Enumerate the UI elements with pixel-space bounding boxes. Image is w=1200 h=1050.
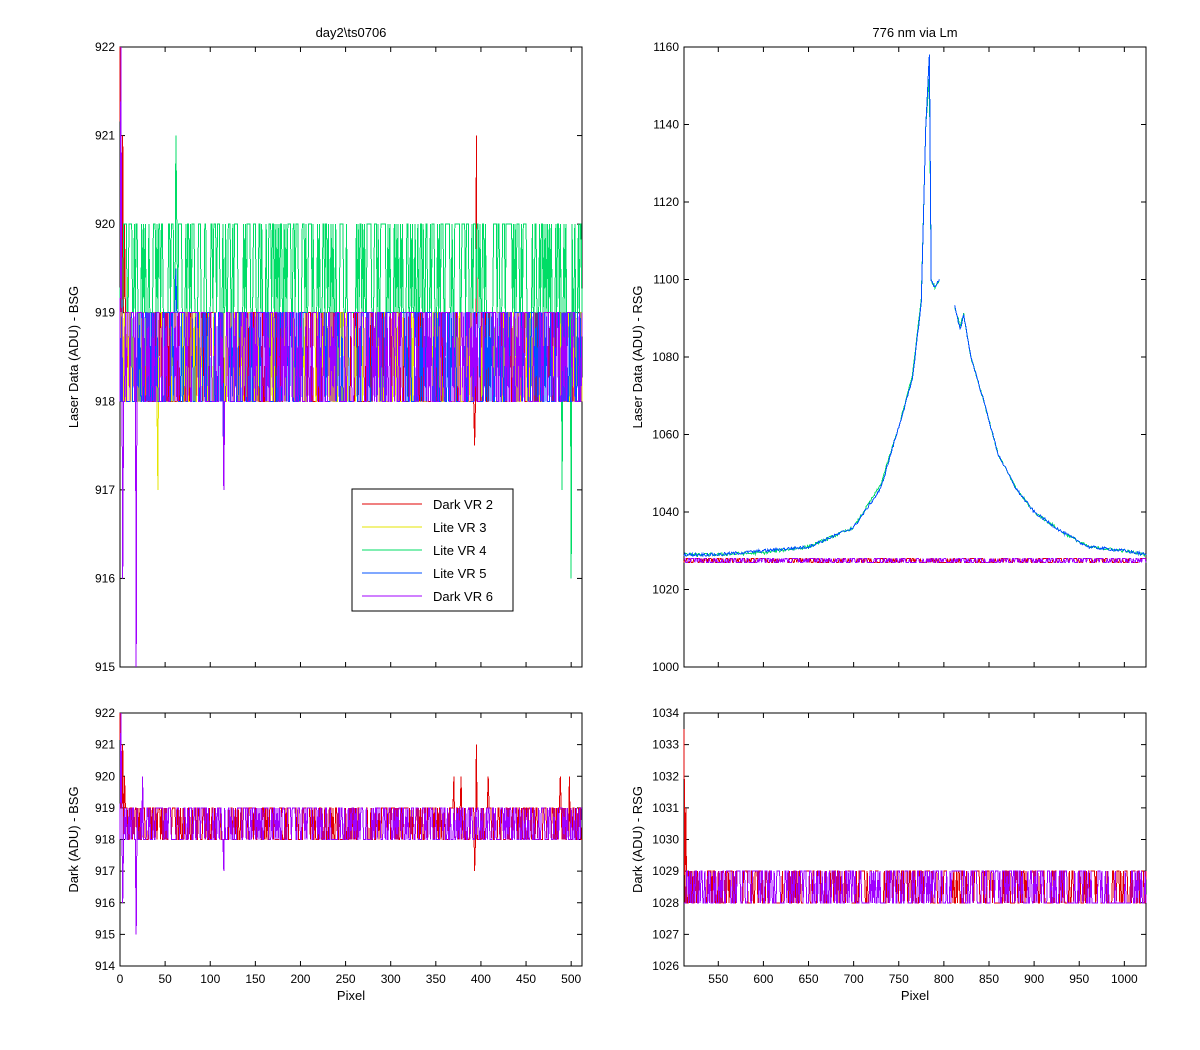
x-tick-label: 700 — [844, 972, 864, 986]
legend-label: Dark VR 6 — [433, 589, 493, 604]
x-tick-label: 0 — [117, 972, 124, 986]
y-tick-label: 917 — [95, 483, 115, 497]
series-lines — [683, 54, 1147, 563]
x-tick-label: 100 — [200, 972, 220, 986]
x-tick-label: 800 — [934, 972, 954, 986]
series-lines — [119, 46, 583, 668]
x-tick-label: 150 — [245, 972, 265, 986]
x-tick-label: 550 — [708, 972, 728, 986]
y-tick-label: 1033 — [652, 738, 679, 752]
series-line — [684, 558, 1147, 563]
y-tick-label: 1034 — [652, 706, 679, 720]
series-line — [683, 728, 1147, 904]
legend: Dark VR 2 Lite VR 3 Lite VR 4 Lite VR 5 Dark… — [351, 488, 514, 612]
y-tick-label: 1029 — [652, 864, 679, 878]
series-line — [954, 305, 1147, 556]
x-tick-label: 850 — [979, 972, 999, 986]
y-tick-label: 919 — [95, 801, 115, 815]
x-tick-label: 650 — [799, 972, 819, 986]
series-line — [683, 54, 940, 558]
ticks: 1000 1020 1040 1060 1080 1100 1120 1140 1160 — [652, 40, 1146, 674]
y-tick-label: 916 — [95, 896, 115, 910]
series-lines — [119, 712, 582, 935]
series-lines — [683, 728, 1147, 904]
x-tick-label: 50 — [158, 972, 172, 986]
y-axis-label: Laser Data (ADU) - BSG — [66, 286, 81, 428]
y-tick-label: 1160 — [653, 40, 679, 54]
y-tick-label: 1026 — [652, 959, 679, 973]
y-tick-label: 915 — [95, 927, 115, 941]
legend-label: Lite VR 3 — [433, 520, 486, 535]
x-axis-label: Pixel — [337, 988, 365, 1003]
x-tick-label: 350 — [426, 972, 446, 986]
y-tick-label: 921 — [95, 738, 115, 752]
y-tick-label: 914 — [95, 959, 115, 973]
y-tick-label: 920 — [95, 769, 115, 783]
x-tick-label: 250 — [336, 972, 356, 986]
y-axis-label: Dark (ADU) - RSG — [630, 786, 645, 893]
ticks: 914 915 916 917 918 919 920 921 922 0 50 100 150 200 2… — [95, 706, 582, 986]
x-tick-label: 950 — [1069, 972, 1089, 986]
chart-title: 776 nm via Lm — [872, 25, 957, 40]
x-tick-label: 500 — [561, 972, 581, 986]
y-tick-label: 1028 — [652, 896, 679, 910]
panel-bottom-right: 1026 1027 1028 1029 1030 1031 1032 1033 1034 550 6… — [630, 706, 1147, 1003]
legend-label: Lite VR 4 — [433, 543, 486, 558]
y-tick-label: 1030 — [652, 833, 679, 847]
y-tick-label: 915 — [95, 660, 115, 674]
plot-frame — [683, 712, 1147, 967]
x-tick-label: 300 — [381, 972, 401, 986]
y-tick-label: 1060 — [652, 428, 679, 442]
y-tick-label: 1000 — [652, 660, 679, 674]
y-tick-label: 1020 — [652, 583, 679, 597]
y-tick-label: 1140 — [653, 118, 679, 132]
y-tick-label: 1120 — [653, 195, 679, 209]
y-tick-label: 918 — [95, 833, 115, 847]
series-line — [684, 870, 1147, 904]
series-line — [119, 712, 582, 935]
x-tick-label: 450 — [516, 972, 536, 986]
x-tick-label: 200 — [290, 972, 310, 986]
y-tick-label: 1032 — [652, 769, 679, 783]
y-tick-label: 917 — [95, 864, 115, 878]
panel-top-right: 1000 1020 1040 1060 1080 1100 1120 1140 1160 776… — [630, 25, 1147, 674]
y-tick-label: 922 — [95, 706, 115, 720]
y-tick-label: 919 — [95, 306, 115, 320]
panel-bottom-left: 914 915 916 917 918 919 920 921 922 0 50 100 150 200 2… — [66, 706, 583, 1003]
y-tick-label: 1027 — [652, 927, 679, 941]
series-line — [119, 46, 583, 668]
x-axis-label: Pixel — [901, 988, 929, 1003]
legend-label: Dark VR 2 — [433, 497, 493, 512]
x-tick-label: 1000 — [1111, 972, 1138, 986]
x-tick-label: 900 — [1024, 972, 1044, 986]
y-tick-label: 1100 — [653, 273, 679, 287]
ticks: 1026 1027 1028 1029 1030 1031 1032 1033 1034 550 6… — [652, 706, 1146, 986]
y-tick-label: 922 — [95, 40, 115, 54]
y-tick-label: 1040 — [652, 505, 679, 519]
y-tick-label: 916 — [95, 571, 115, 585]
legend-label: Lite VR 5 — [433, 566, 486, 581]
y-tick-label: 918 — [95, 394, 115, 408]
y-axis-label: Dark (ADU) - BSG — [66, 786, 81, 892]
x-tick-label: 400 — [471, 972, 491, 986]
x-tick-label: 750 — [889, 972, 909, 986]
chart-title: day2\ts0706 — [316, 25, 387, 40]
y-tick-label: 1080 — [652, 350, 679, 364]
y-tick-label: 921 — [95, 129, 115, 143]
y-tick-label: 920 — [95, 217, 115, 231]
x-tick-label: 600 — [753, 972, 773, 986]
y-axis-label: Laser Data (ADU) - RSG — [630, 285, 645, 428]
y-tick-label: 1031 — [652, 801, 679, 815]
